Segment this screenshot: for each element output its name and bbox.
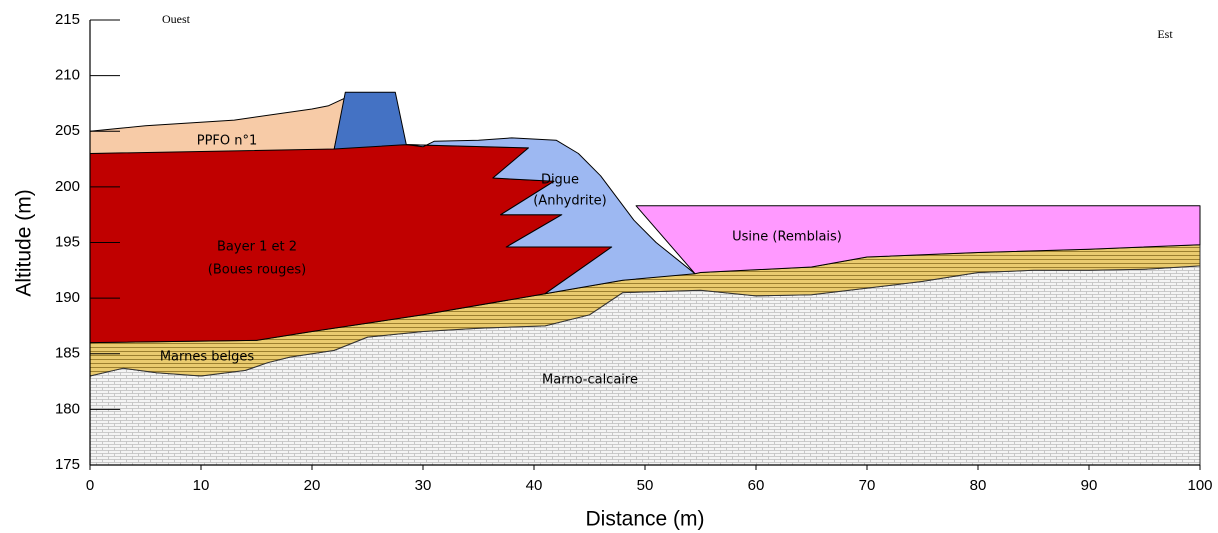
y-tick-label: 185 — [55, 345, 80, 362]
x-tick-label: 70 — [859, 477, 876, 494]
west-label: Ouest — [162, 12, 191, 26]
x-tick-label: 20 — [304, 477, 321, 494]
layer-label: Digue — [541, 173, 579, 188]
x-tick-label: 10 — [193, 477, 210, 494]
layer-label: Usine (Remblais) — [732, 230, 842, 245]
x-tick-label: 60 — [748, 477, 765, 494]
x-tick-label: 0 — [86, 477, 94, 494]
layer-label: Marnes belges — [160, 350, 255, 365]
layer-label: (Anhydrite) — [533, 194, 607, 209]
layer-label: Bayer 1 et 2 — [217, 240, 297, 255]
y-tick-label: 215 — [55, 11, 80, 28]
layer-label: PPFO n°1 — [197, 134, 258, 149]
y-tick-label: 210 — [55, 67, 80, 84]
chart: Marno-calcaire Marnes belges Bayer 1 et 2 (… — [0, 0, 1218, 533]
x-axis-title: Distance (m) — [585, 508, 704, 531]
layer-label: (Boues rouges) — [208, 263, 306, 278]
y-tick-label: 180 — [55, 400, 80, 417]
x-tick-label: 50 — [637, 477, 654, 494]
layer-label: Marno-calcaire — [542, 373, 638, 388]
layer — [334, 92, 406, 149]
x-tick-label: 40 — [526, 477, 543, 494]
x-tick-label: 90 — [1081, 477, 1098, 494]
x-tick-label: 80 — [970, 477, 987, 494]
y-tick-label: 190 — [55, 289, 80, 306]
y-tick-label: 175 — [55, 456, 80, 473]
x-tick-label: 30 — [415, 477, 432, 494]
y-tick-label: 200 — [55, 178, 80, 195]
layers: Marno-calcaire Marnes belges Bayer 1 et 2 (… — [90, 92, 1200, 465]
y-tick-label: 195 — [55, 233, 80, 250]
east-label: Est — [1157, 27, 1173, 41]
x-tick-label: 100 — [1187, 477, 1212, 494]
y-tick-label: 205 — [55, 122, 80, 139]
y-axis-title: Altitude (m) — [13, 189, 36, 296]
page: {"chart_data": { "type": "cross-section"… — [0, 0, 1218, 533]
